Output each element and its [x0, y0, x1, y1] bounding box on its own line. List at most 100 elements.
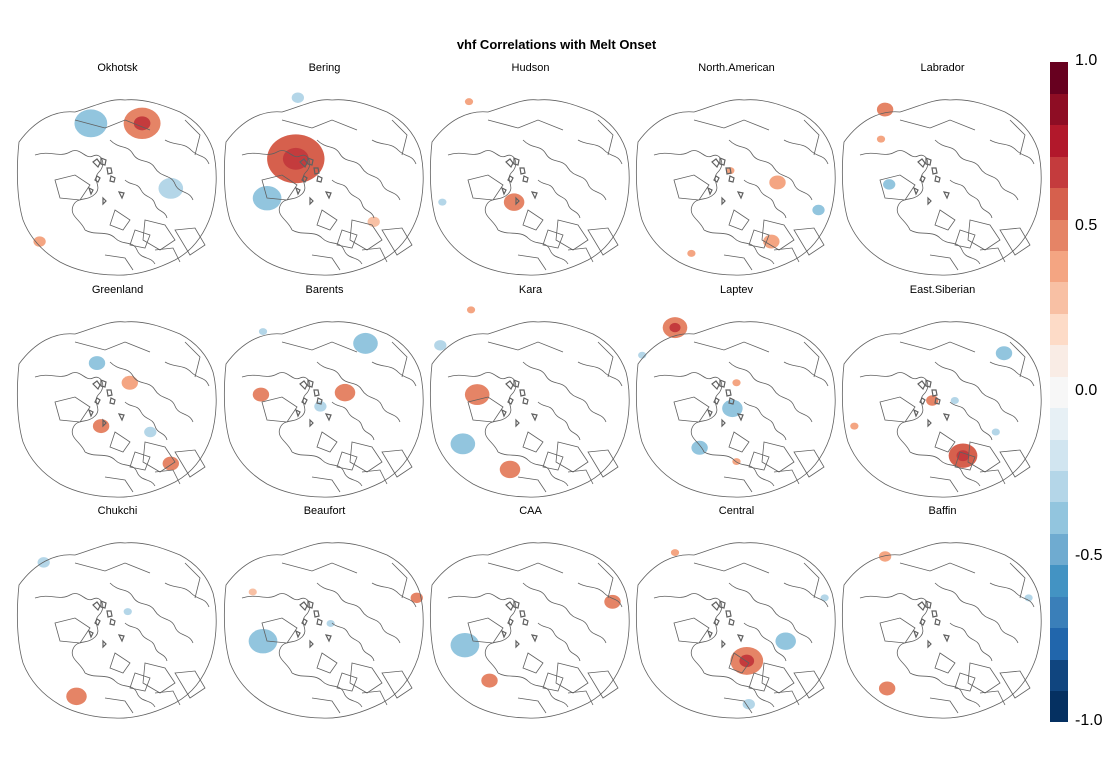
panel-title: North.American	[698, 62, 775, 74]
correlation-region	[158, 177, 184, 199]
colorbar-segment	[1050, 564, 1068, 597]
correlation-region	[450, 632, 480, 658]
panel-title: East.Siberian	[909, 284, 976, 296]
correlation-region	[326, 619, 335, 627]
correlation-region	[248, 588, 257, 596]
correlation-region	[74, 109, 108, 138]
map-panel: Labrador	[840, 62, 1045, 277]
correlation-region	[742, 699, 755, 710]
map-outline	[223, 542, 424, 719]
map-panel: Okhotsk	[15, 62, 220, 277]
correlation-region	[410, 592, 423, 604]
colorbar-segment	[1050, 282, 1068, 314]
map-outline	[223, 321, 424, 498]
map-outline	[635, 321, 836, 498]
panel-title: Greenland	[91, 284, 144, 296]
panel-map	[223, 542, 424, 719]
panel-map	[429, 306, 630, 498]
map-outline	[635, 99, 836, 276]
panel-title: Hudson	[511, 62, 550, 74]
correlation-region	[66, 687, 87, 706]
colorbar-segment	[1050, 533, 1068, 566]
map-panel: Chukchi	[15, 505, 220, 720]
colorbar-segment	[1050, 187, 1068, 220]
correlation-region	[926, 395, 939, 406]
correlation-region	[503, 193, 525, 211]
panel-map	[429, 542, 630, 719]
panel-map	[16, 99, 217, 276]
map-panel: Central	[634, 505, 839, 720]
map-panel: Beaufort	[222, 505, 427, 720]
correlation-region	[464, 384, 490, 406]
colorbar-segment	[1050, 627, 1068, 660]
correlation-region	[878, 681, 896, 696]
colorbar-segment	[1050, 502, 1068, 534]
correlation-region	[466, 306, 476, 314]
correlation-region	[876, 102, 894, 117]
correlation-core	[133, 116, 151, 131]
correlation-region	[92, 419, 110, 434]
map-outline	[16, 321, 217, 498]
panel-map	[841, 542, 1042, 719]
correlation-region	[604, 594, 621, 609]
map-outline	[841, 542, 1042, 719]
colorbar-segment	[1050, 376, 1068, 409]
panel-map	[223, 321, 424, 498]
correlation-region	[33, 236, 46, 247]
panel-title: CAA	[519, 505, 542, 517]
colorbar-segment	[1050, 250, 1068, 283]
correlation-region	[995, 346, 1013, 361]
colorbar-segment	[1050, 313, 1068, 346]
colorbar-segment	[1050, 596, 1068, 629]
correlation-region	[258, 328, 268, 336]
correlation-region	[687, 249, 696, 257]
panel-map	[635, 317, 836, 498]
colorbar-segment	[1050, 93, 1068, 126]
chart-title: vhf Correlations with Melt Onset	[456, 37, 657, 52]
map-panel: North.American	[634, 62, 839, 277]
panel-grid: Okhotsk Bering Hudson North.American Labrado…	[15, 62, 1045, 720]
correlation-region	[876, 135, 886, 143]
panel-title: Kara	[518, 284, 543, 296]
correlation-region	[732, 379, 741, 387]
panel-map	[16, 542, 217, 719]
panel-title: Bering	[308, 62, 341, 74]
correlation-region	[450, 433, 476, 455]
correlation-region	[820, 594, 829, 602]
map-panel: Greenland	[15, 284, 220, 499]
colorbar-segment	[1050, 124, 1068, 157]
correlation-region	[481, 673, 498, 688]
correlation-region	[162, 456, 179, 471]
colorbar-tick-label: -0.5	[1075, 547, 1103, 564]
colorbar-segment	[1050, 156, 1068, 189]
correlation-core	[669, 322, 681, 333]
correlation-region	[775, 632, 796, 650]
correlation-region	[850, 422, 859, 430]
colorbar-tick-label: 0.0	[1075, 382, 1098, 399]
correlation-region	[252, 387, 270, 402]
correlation-region	[144, 426, 157, 438]
map-outline	[635, 542, 836, 719]
correlation-region	[670, 549, 680, 557]
panel-map	[635, 99, 836, 276]
colorbar-segment	[1050, 407, 1068, 440]
panel-map	[223, 92, 424, 276]
map-panel: Baffin	[840, 505, 1045, 720]
correlation-core	[739, 654, 755, 668]
colorbar-tick-label: -1.0	[1075, 712, 1103, 729]
panel-title: Chukchi	[97, 505, 138, 517]
map-outline	[841, 321, 1042, 498]
panel-map	[16, 321, 217, 498]
correlation-region	[722, 399, 743, 418]
panel-title: Laptev	[719, 284, 754, 296]
panel-title: Beaufort	[303, 505, 346, 517]
panel-title: Central	[718, 505, 755, 517]
colorbar-tick-label: 1.0	[1075, 52, 1098, 69]
map-panel: Kara	[428, 284, 633, 499]
correlation-region	[812, 204, 825, 216]
map-panel: Laptev	[634, 284, 839, 499]
map-outline	[16, 542, 217, 719]
correlation-region	[353, 332, 378, 354]
colorbar-segment	[1050, 439, 1068, 472]
map-outline	[429, 542, 630, 719]
